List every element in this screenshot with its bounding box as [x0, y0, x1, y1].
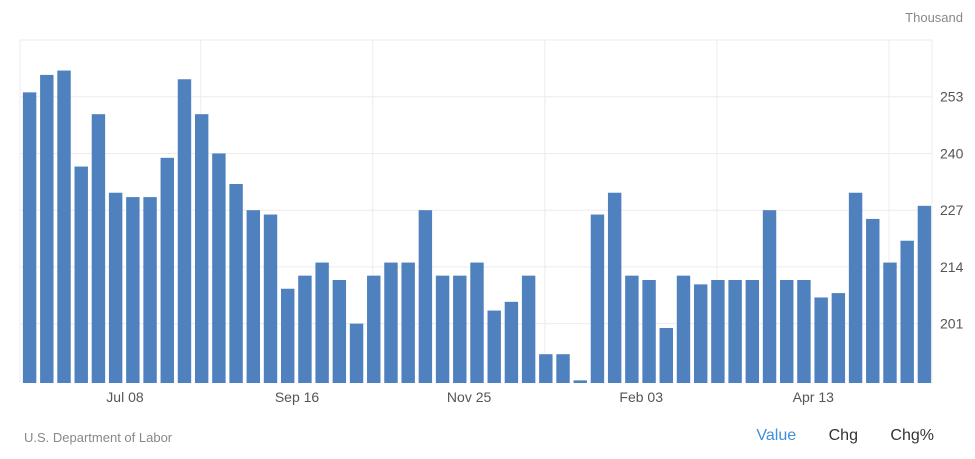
bar-20[interactable]: [367, 275, 381, 383]
bar-4[interactable]: [91, 114, 106, 383]
bar-21[interactable]: [384, 262, 398, 383]
bar-38[interactable]: [676, 275, 691, 383]
y-tick-label-3: 240: [940, 145, 964, 161]
bar-26[interactable]: [470, 262, 484, 383]
x-tick-label-0: Jul 08: [106, 389, 144, 405]
bar-45[interactable]: [797, 280, 811, 383]
tab-chg[interactable]: Chg: [828, 427, 858, 444]
x-tick-label-3: Feb 03: [619, 389, 663, 405]
bar-3[interactable]: [74, 166, 88, 383]
bar-23[interactable]: [418, 210, 433, 383]
bar-40[interactable]: [711, 280, 725, 383]
bar-13[interactable]: [246, 210, 261, 383]
source-label: U.S. Department of Labor: [24, 430, 173, 445]
bar-9[interactable]: [177, 79, 192, 384]
bar-series: [22, 70, 932, 384]
bar-22[interactable]: [401, 262, 415, 383]
bar-24[interactable]: [435, 275, 450, 383]
bar-0[interactable]: [22, 92, 37, 384]
x-tick-label-1: Sep 16: [275, 389, 320, 405]
bar-33[interactable]: [590, 214, 605, 383]
bar-36[interactable]: [642, 280, 656, 383]
bar-15[interactable]: [281, 288, 295, 383]
bar-30[interactable]: [539, 354, 553, 383]
y-tick-label-4: 253: [940, 89, 964, 105]
bar-14[interactable]: [263, 214, 278, 383]
y-axis-ticks: 201 214 227 240 253: [940, 89, 964, 332]
bar-39[interactable]: [693, 284, 708, 383]
bar-6[interactable]: [126, 197, 140, 383]
bar-29[interactable]: [521, 275, 536, 383]
bar-43[interactable]: [762, 210, 777, 383]
bar-49[interactable]: [866, 218, 880, 383]
view-tabs: Value Chg Chg%: [728, 427, 934, 445]
bar-10[interactable]: [194, 114, 209, 383]
bar-19[interactable]: [349, 323, 364, 383]
bar-50[interactable]: [883, 262, 897, 383]
bar-47[interactable]: [831, 293, 846, 383]
tab-chg-percent[interactable]: Chg%: [890, 427, 934, 444]
bar-37[interactable]: [659, 328, 673, 383]
y-tick-label-1: 214: [940, 259, 964, 275]
tab-value[interactable]: Value: [756, 427, 797, 444]
bar-27[interactable]: [487, 310, 501, 383]
bar-46[interactable]: [814, 297, 828, 383]
y-tick-label-2: 227: [940, 202, 964, 218]
bar-31[interactable]: [556, 354, 570, 383]
bar-34[interactable]: [607, 192, 622, 383]
bar-48[interactable]: [848, 192, 863, 383]
bar-51[interactable]: [900, 240, 914, 383]
bar-8[interactable]: [160, 157, 174, 383]
bar-7[interactable]: [143, 197, 157, 383]
bar-52[interactable]: [917, 205, 932, 383]
bar-17[interactable]: [315, 262, 329, 383]
x-axis-ticks: Jul 08 Sep 16 Nov 25 Feb 03 Apr 13: [106, 389, 834, 405]
bar-16[interactable]: [298, 275, 312, 383]
bar-12[interactable]: [229, 184, 243, 383]
x-tick-label-2: Nov 25: [447, 389, 492, 405]
bar-18[interactable]: [332, 280, 347, 383]
bar-35[interactable]: [625, 275, 639, 383]
bar-11[interactable]: [212, 153, 226, 383]
bar-5[interactable]: [108, 192, 123, 383]
bar-44[interactable]: [780, 280, 794, 383]
bar-41[interactable]: [728, 280, 742, 383]
bar-42[interactable]: [745, 280, 760, 383]
bar-2[interactable]: [57, 70, 71, 384]
x-tick-label-4: Apr 13: [793, 389, 834, 405]
unit-label: Thousand: [905, 10, 963, 25]
bar-28[interactable]: [504, 301, 519, 383]
bar-32[interactable]: [573, 380, 587, 383]
bar-25[interactable]: [453, 275, 467, 383]
y-tick-label-0: 201: [940, 316, 964, 332]
bar-1[interactable]: [40, 74, 54, 383]
